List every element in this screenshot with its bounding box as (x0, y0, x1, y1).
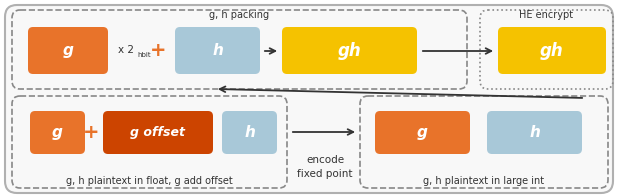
FancyBboxPatch shape (375, 111, 470, 154)
Text: gh: gh (540, 42, 564, 60)
Text: +: + (82, 123, 99, 142)
FancyBboxPatch shape (498, 27, 606, 74)
Text: x 2: x 2 (118, 45, 134, 55)
Text: g: g (52, 125, 63, 140)
Text: h: h (529, 125, 540, 140)
FancyBboxPatch shape (487, 111, 582, 154)
Text: +: + (150, 41, 166, 60)
Text: g: g (417, 125, 428, 140)
FancyBboxPatch shape (103, 111, 213, 154)
Text: g offset: g offset (130, 126, 185, 139)
FancyBboxPatch shape (175, 27, 260, 74)
Text: fixed point: fixed point (297, 169, 353, 179)
Text: h: h (244, 125, 255, 140)
Text: g, h plaintext in float, g add offset: g, h plaintext in float, g add offset (66, 176, 233, 186)
FancyBboxPatch shape (5, 5, 613, 193)
Text: g, h plaintext in large int: g, h plaintext in large int (423, 176, 544, 186)
Text: HE encrypt: HE encrypt (520, 10, 574, 20)
FancyBboxPatch shape (282, 27, 417, 74)
Text: g: g (63, 43, 73, 58)
FancyBboxPatch shape (222, 111, 277, 154)
Text: g, h packing: g, h packing (210, 10, 270, 20)
FancyBboxPatch shape (30, 111, 85, 154)
FancyBboxPatch shape (28, 27, 108, 74)
Text: encode: encode (306, 155, 344, 165)
Text: gh: gh (338, 42, 361, 60)
Text: h: h (212, 43, 223, 58)
Text: hbit: hbit (137, 52, 151, 58)
